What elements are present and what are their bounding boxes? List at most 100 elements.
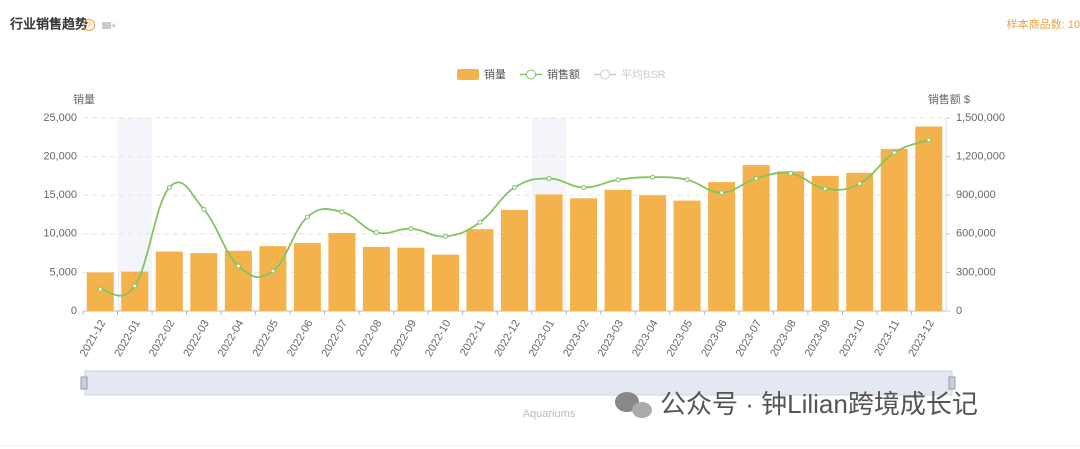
watermark: 公众号 · 钟Lilian跨境成长记 (660, 389, 978, 419)
x-tick-label: 2022-04 (216, 318, 247, 359)
x-tick-label: 2023-04 (630, 318, 661, 359)
line-point (166, 184, 172, 190)
bar (639, 195, 667, 311)
bar (880, 148, 908, 311)
x-tick-label: 2023-01 (527, 318, 558, 359)
bar (604, 189, 632, 311)
line-point (857, 181, 863, 187)
line-point (339, 209, 345, 215)
bar (86, 272, 114, 311)
line-point (581, 184, 587, 190)
bar (777, 171, 805, 311)
legend-swatch (457, 69, 479, 80)
y-tick-label: 25,000 (43, 112, 77, 124)
x-tick-label: 2023-06 (699, 318, 730, 359)
bar (121, 271, 149, 311)
x-tick-label: 2023-09 (803, 318, 834, 359)
line-point (788, 170, 794, 176)
bar (155, 251, 183, 311)
x-tick-label: 2023-03 (596, 318, 627, 359)
x-tick-label: 2023-02 (561, 318, 592, 359)
bar (915, 126, 943, 311)
x-tick-label: 2023-10 (837, 318, 868, 359)
x-tick-label: 2023-12 (906, 318, 937, 359)
line-point (373, 230, 379, 236)
help-glyph: ? (87, 21, 92, 30)
line-point (512, 184, 517, 190)
bar (501, 209, 528, 311)
x-tick-label: 2022-03 (181, 318, 212, 359)
y-axis-label: 销量 (73, 92, 95, 106)
y2-tick-label: 600,000 (956, 228, 996, 240)
legend-label[interactable]: 销量 (484, 67, 506, 81)
bar (466, 229, 494, 311)
bar (535, 194, 563, 311)
x-tick-label: 2022-05 (250, 318, 281, 359)
bar (293, 243, 321, 311)
line-point (201, 206, 207, 212)
bar (190, 253, 218, 311)
line-point (822, 186, 828, 192)
help-icon[interactable] (83, 19, 95, 31)
line-point (304, 214, 310, 220)
x-tick-label: 2022-09 (388, 318, 419, 359)
x-tick-label: 2023-07 (734, 318, 765, 359)
line-point (650, 174, 656, 180)
y2-tick-label: 900,000 (956, 189, 996, 201)
y2-tick-label: 1,200,000 (956, 151, 1005, 163)
x-tick-label: 2022-12 (492, 318, 523, 359)
y-tick-label: 10,000 (43, 228, 77, 240)
y-tick-label: 0 (71, 305, 77, 317)
bar (570, 198, 598, 311)
y2-tick-label: 1,500,000 (956, 112, 1005, 124)
y-tick-label: 20,000 (43, 151, 77, 163)
line-point (132, 283, 138, 289)
slider-label: Aquariums (523, 408, 576, 420)
legend-label[interactable]: 销售额 (547, 67, 580, 81)
wechat-icon (632, 402, 652, 418)
line-point (97, 286, 103, 292)
bar (708, 182, 736, 311)
line-point (235, 263, 241, 269)
x-tick-label: 2021-12 (78, 318, 109, 359)
y2-axis-label: 销售额 $ (928, 92, 970, 106)
line-point (891, 150, 897, 156)
bar (811, 175, 839, 311)
bar (224, 250, 252, 311)
x-tick-label: 2022-10 (423, 318, 454, 359)
legend-label[interactable]: 平均BSR (621, 68, 666, 81)
y2-tick-label: 0 (956, 305, 962, 317)
bar (431, 254, 459, 311)
bar (362, 246, 390, 311)
line-point (477, 219, 483, 225)
line-point (684, 177, 690, 183)
title: 行业销售趋势 (9, 16, 88, 31)
bar (846, 172, 874, 311)
bar (742, 165, 770, 311)
sample-count: 样本商品数: 10 (1007, 17, 1080, 31)
line-point (270, 268, 276, 274)
video-icon[interactable] (102, 22, 111, 29)
x-tick-label: 2022-06 (285, 318, 316, 359)
x-tick-label: 2022-01 (112, 318, 143, 359)
x-tick-label: 2022-07 (319, 318, 350, 359)
line-point (442, 233, 448, 239)
line-point (408, 226, 414, 232)
y-tick-label: 5,000 (49, 266, 77, 278)
zoom-slider[interactable] (84, 370, 953, 396)
slider-handle[interactable] (948, 376, 956, 390)
line-point (719, 190, 725, 196)
y-tick-label: 15,000 (43, 189, 77, 201)
line-point (926, 137, 932, 143)
x-tick-label: 2023-05 (665, 318, 696, 359)
legend-swatch (526, 69, 536, 80)
y2-tick-label: 300,000 (956, 266, 996, 278)
x-tick-label: 2023-08 (768, 318, 799, 359)
bar (397, 247, 425, 311)
slider-handle[interactable] (80, 376, 88, 390)
x-tick-label: 2023-11 (872, 318, 902, 358)
legend-swatch (600, 69, 610, 80)
bar (328, 233, 356, 311)
x-tick-label: 2022-02 (147, 318, 178, 359)
